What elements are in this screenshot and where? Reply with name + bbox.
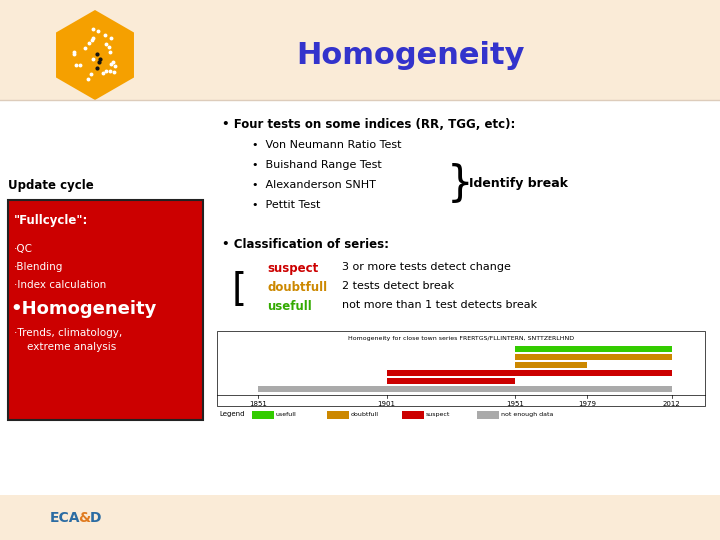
Text: not enough data: not enough data — [501, 412, 554, 417]
Text: •  Alexanderson SNHT: • Alexanderson SNHT — [252, 180, 376, 190]
Bar — [327, 411, 349, 419]
Text: &: & — [78, 511, 90, 525]
Text: not more than 1 test detects break: not more than 1 test detects break — [342, 300, 537, 310]
Bar — [0, 495, 720, 540]
Text: ·Trends, climatology,: ·Trends, climatology, — [14, 328, 122, 338]
Bar — [515, 346, 672, 352]
Text: Homogeneity: Homogeneity — [296, 40, 525, 70]
Text: Identify break: Identify break — [469, 178, 568, 191]
Text: 2012: 2012 — [662, 401, 680, 407]
Text: ECA: ECA — [50, 511, 81, 525]
Text: •  Pettit Test: • Pettit Test — [252, 200, 320, 210]
Text: [: [ — [232, 271, 247, 309]
Bar — [477, 411, 499, 419]
Text: 1851: 1851 — [249, 401, 267, 407]
Text: doubtfull: doubtfull — [351, 412, 379, 417]
Text: suspect: suspect — [267, 262, 318, 275]
Text: doubtfull: doubtfull — [267, 281, 327, 294]
Text: }: } — [447, 163, 474, 205]
Bar — [252, 411, 274, 419]
Text: 1951: 1951 — [506, 401, 524, 407]
Text: • Classification of series:: • Classification of series: — [222, 238, 389, 251]
Bar — [258, 386, 672, 392]
Bar — [8, 200, 203, 420]
Text: Homogeneity for close town series FRERTGS/FLLINTERN, SNTTZERLHND: Homogeneity for close town series FRERTG… — [348, 336, 574, 341]
Text: 1979: 1979 — [578, 401, 596, 407]
Text: Update cycle: Update cycle — [8, 179, 94, 192]
Text: D: D — [90, 511, 102, 525]
Bar — [217, 331, 705, 406]
Text: suspect: suspect — [426, 412, 451, 417]
Text: usefull: usefull — [276, 412, 297, 417]
Text: ·Blending: ·Blending — [14, 262, 63, 272]
Bar — [402, 411, 424, 419]
Bar — [387, 378, 515, 384]
Text: Legend: Legend — [219, 411, 245, 417]
Text: 2 tests detect break: 2 tests detect break — [342, 281, 454, 291]
Text: usefull: usefull — [267, 300, 312, 313]
Bar — [0, 100, 720, 495]
Text: ·Index calculation: ·Index calculation — [14, 280, 107, 290]
Text: • Four tests on some indices (RR, TGG, etc):: • Four tests on some indices (RR, TGG, e… — [222, 118, 516, 131]
Text: •Homogeneity: •Homogeneity — [10, 300, 156, 318]
Text: •  Buishand Range Test: • Buishand Range Test — [252, 160, 382, 170]
Text: 1901: 1901 — [377, 401, 395, 407]
Text: 3 or more tests detect change: 3 or more tests detect change — [342, 262, 511, 272]
Text: •  Von Neumann Ratio Test: • Von Neumann Ratio Test — [252, 140, 402, 150]
Text: ·QC: ·QC — [14, 244, 33, 254]
Text: extreme analysis: extreme analysis — [14, 342, 116, 352]
Text: "Fullcycle":: "Fullcycle": — [14, 214, 89, 227]
Bar — [515, 354, 672, 360]
Bar — [515, 362, 587, 368]
Bar — [387, 370, 672, 376]
